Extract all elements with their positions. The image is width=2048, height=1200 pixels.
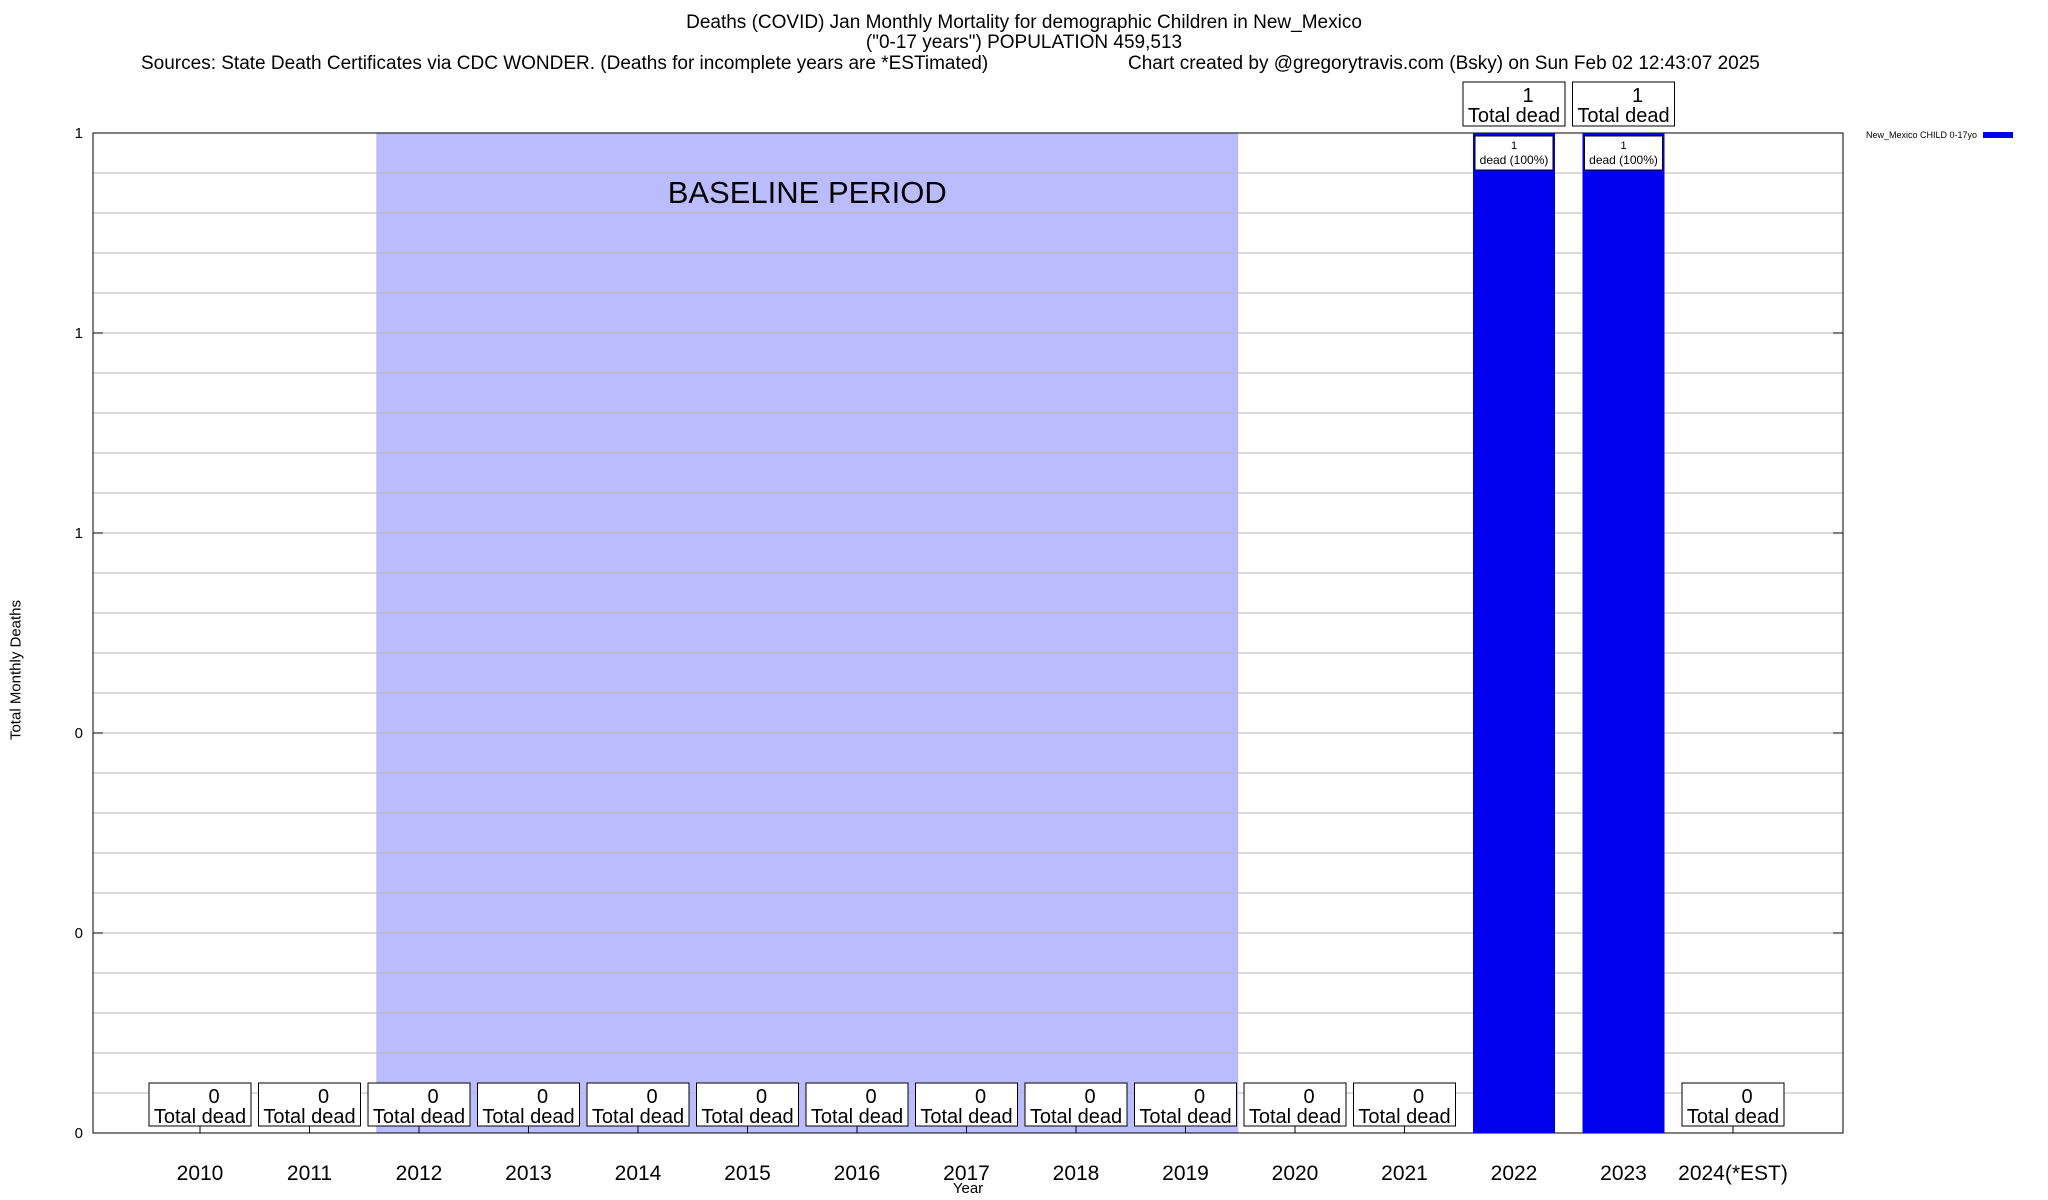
x-tick-label: 2014 xyxy=(615,1162,662,1185)
bar-inner-label-box xyxy=(1584,135,1663,171)
total-label-box xyxy=(1572,81,1675,127)
legend: New_Mexico CHILD 0-17yo xyxy=(1866,130,2014,140)
total-count: 0 xyxy=(537,1086,548,1108)
total-label-box xyxy=(915,1082,1018,1127)
total-label: Total dead xyxy=(1358,1106,1450,1128)
total-count: 0 xyxy=(756,1086,767,1108)
total-label: Total dead xyxy=(373,1106,465,1128)
total-label: Total dead xyxy=(1577,105,1669,127)
total-count: 0 xyxy=(318,1086,329,1108)
total-label-box xyxy=(805,1082,909,1127)
bar-inner-count: 1 xyxy=(1511,140,1517,152)
total-label: Total dead xyxy=(1687,1106,1779,1128)
total-count: 0 xyxy=(1194,1086,1205,1108)
total-count: 1 xyxy=(1632,85,1643,107)
total-count: 0 xyxy=(427,1086,438,1108)
x-tick-label: 2020 xyxy=(1272,1162,1319,1185)
total-count: 0 xyxy=(1084,1086,1095,1108)
x-tick-label: 2012 xyxy=(396,1162,443,1185)
bar-inner-label-box xyxy=(1474,135,1554,171)
total-label: Total dead xyxy=(482,1106,574,1128)
total-label: Total dead xyxy=(1030,1106,1122,1128)
x-axis-label: Year xyxy=(952,1180,984,1197)
total-label-box xyxy=(696,1082,799,1127)
total-label-box xyxy=(477,1082,580,1127)
total-count: 0 xyxy=(208,1086,219,1108)
x-tick-label: 2015 xyxy=(724,1162,771,1185)
legend-label: New_Mexico CHILD 0-17yo xyxy=(1866,130,1978,140)
total-label: Total dead xyxy=(592,1106,684,1128)
bar xyxy=(1473,133,1555,1133)
total-label-box xyxy=(1243,1082,1347,1127)
total-label-box xyxy=(367,1082,471,1127)
total-label-box xyxy=(1134,1082,1237,1127)
total-label-box xyxy=(586,1082,690,1127)
total-count: 0 xyxy=(975,1086,986,1108)
x-tick-label: 2023 xyxy=(1600,1162,1647,1185)
legend-swatch xyxy=(1983,132,2014,138)
x-tick-label: 2018 xyxy=(1053,1162,1100,1185)
y-tick-label: 0 xyxy=(75,725,83,742)
total-label: Total dead xyxy=(154,1106,246,1128)
total-count: 0 xyxy=(865,1086,876,1108)
total-count: 0 xyxy=(1413,1086,1424,1108)
chart-title: Deaths (COVID) Jan Monthly Mortality for… xyxy=(686,12,1362,33)
total-count: 0 xyxy=(646,1086,657,1108)
x-tick-label: 2019 xyxy=(1162,1162,1209,1185)
y-tick-label: 0 xyxy=(75,1125,83,1142)
total-count: 0 xyxy=(1741,1086,1752,1108)
y-tick-label: 1 xyxy=(75,525,83,542)
total-label-box xyxy=(1681,1082,1785,1127)
x-tick-label: 2016 xyxy=(834,1162,881,1185)
total-label: Total dead xyxy=(263,1106,355,1128)
total-label-box xyxy=(258,1082,361,1127)
total-count: 1 xyxy=(1522,85,1533,107)
x-tick-label: 2017 xyxy=(943,1162,990,1185)
chart-subtitle: ("0-17 years") POPULATION 459,513 xyxy=(865,32,1183,53)
bar-inner-percent: dead (100%) xyxy=(1480,153,1549,167)
total-label: Total dead xyxy=(1468,105,1560,127)
total-label-box xyxy=(1353,1082,1456,1127)
total-label-box xyxy=(1024,1082,1128,1127)
baseline-region xyxy=(376,133,1239,1133)
baseline-label: BASELINE PERIOD xyxy=(668,175,947,210)
total-label: Total dead xyxy=(1139,1106,1231,1128)
bar xyxy=(1582,133,1665,1133)
chart-sources: Sources: State Death Certificates via CD… xyxy=(141,53,989,74)
x-tick-label: 2013 xyxy=(505,1162,552,1185)
x-tick-label: 2011 xyxy=(287,1162,332,1185)
bar-inner-percent: dead (100%) xyxy=(1589,153,1658,167)
x-tick-label: 2010 xyxy=(177,1162,224,1185)
total-label-box xyxy=(1462,81,1566,127)
total-count: 0 xyxy=(1303,1086,1314,1108)
y-tick-label: 0 xyxy=(75,925,83,942)
total-label: Total dead xyxy=(920,1106,1012,1128)
x-tick-label: 2022 xyxy=(1491,1162,1538,1185)
x-tick-label: 2021 xyxy=(1381,1162,1428,1185)
total-label: Total dead xyxy=(1249,1106,1341,1128)
total-label: Total dead xyxy=(811,1106,903,1128)
chart-credit: Chart created by @gregorytravis.com (Bsk… xyxy=(1128,53,1760,74)
x-tick-label: 2024(*EST) xyxy=(1678,1162,1788,1185)
y-tick-label: 1 xyxy=(75,325,83,342)
total-label-box xyxy=(148,1082,252,1127)
plot-frame xyxy=(92,132,1844,1134)
y-axis-label: Total Monthly Deaths xyxy=(7,599,25,741)
bar-inner-count: 1 xyxy=(1620,140,1626,152)
y-tick-label: 1 xyxy=(75,125,83,142)
total-label: Total dead xyxy=(701,1106,793,1128)
